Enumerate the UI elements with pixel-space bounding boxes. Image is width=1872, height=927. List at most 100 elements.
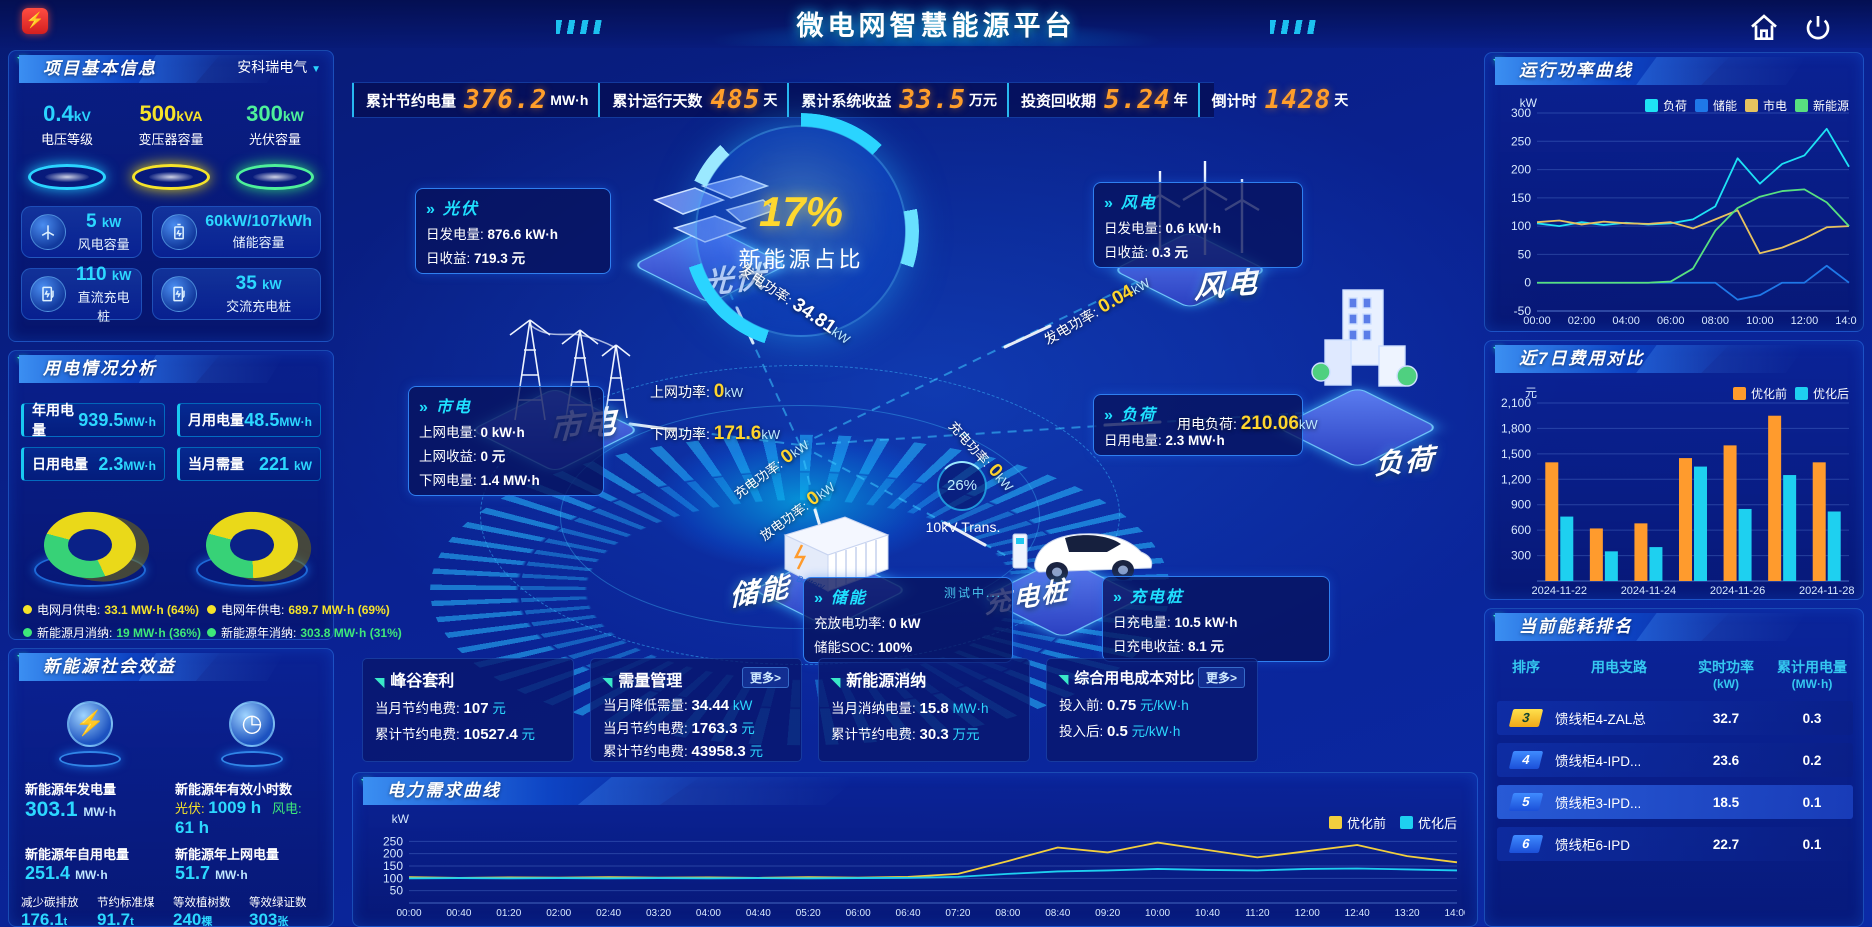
legend-item: 新能源 <box>1794 97 1849 114</box>
clock-icon: ◷ <box>229 701 275 747</box>
kpi-payback: 投资回收期 5.24 年 <box>1007 83 1198 117</box>
svg-text:08:40: 08:40 <box>1045 908 1070 919</box>
power-icon[interactable] <box>1802 12 1834 44</box>
chevron-icon: » <box>814 590 825 607</box>
transformer-load-gauge: 26% <box>937 461 987 511</box>
dc-charger-chip: 110 kW 直流充电桩 <box>21 264 143 324</box>
svg-text:kW: kW <box>1520 97 1538 110</box>
legend-item: 市电 <box>1744 97 1787 114</box>
svg-text:50: 50 <box>390 884 404 898</box>
panel-title: 近7日费用对比 <box>1519 349 1645 368</box>
chevron-icon: » <box>419 399 430 416</box>
svg-text:50: 50 <box>1518 247 1532 261</box>
svg-text:250: 250 <box>383 834 403 848</box>
home-icon[interactable] <box>1748 12 1780 44</box>
benefit-eco-values: 减少碳排放 176.1t 节约标准煤 91.7t 等效植树数 240棵 等效绿证数 30… <box>21 897 307 927</box>
svg-text:300: 300 <box>1511 549 1531 563</box>
year-donut-chart <box>192 495 312 588</box>
svg-text:14:00: 14:00 <box>1444 908 1465 919</box>
card-renewable-consumption: ◥ 新能源消纳 当月消纳电量: 15.8 MW·h 累计节约电费: 30.3 万元 <box>818 658 1030 762</box>
chevron-down-icon: ▼ <box>311 64 321 75</box>
corner-icon: ◥ <box>831 675 841 689</box>
pv-capacity: 300kW 光伏容量 <box>225 101 325 190</box>
power-towers-icon <box>480 290 640 430</box>
cost-compare-chart: 2,100 1,800 1,500 1,200 900 600 300 元 2024-11-22… <box>1501 386 1854 597</box>
legend-item: 优化前 <box>1328 813 1386 832</box>
svg-text:-50: -50 <box>1514 304 1532 318</box>
panel-project-info: ◥ 项目基本信息 安科瑞电气 ▼ 0.4kV 电压等级 500kVA 变压器容量… <box>8 50 334 342</box>
legend-swatch <box>1644 99 1658 112</box>
renewable-share-percent: 17% <box>758 188 844 235</box>
more-button[interactable]: 更多> <box>741 667 789 688</box>
rank-badge: 3 <box>1508 709 1544 727</box>
legend-item: 负荷 <box>1644 97 1687 114</box>
glow-ring <box>132 164 210 190</box>
svg-text:0: 0 <box>1524 276 1531 290</box>
pv-info-box: » 光伏 日发电量: 876.6 kW·h 日收益: 719.3 元 <box>415 188 611 274</box>
card-peak-valley: ◥ 峰谷套利 当月节约电费: 107 元 累计节约电费: 10527.4 元 <box>362 658 574 762</box>
panel-energy-ranking: ◥ 当前能耗排名 排序 用电支路 实时功率(kW) 累计用电量(MW·h) 3 … <box>1484 608 1864 927</box>
svg-text:05:20: 05:20 <box>796 908 821 919</box>
company-dropdown[interactable]: 安科瑞电气 ▼ <box>237 59 321 75</box>
panel-title: 当前能耗排名 <box>1519 617 1633 636</box>
legend-item: 优化前 <box>1732 385 1787 402</box>
panel-title: 新能源社会效益 <box>43 657 176 676</box>
svg-text:06:40: 06:40 <box>896 908 921 919</box>
legend-item: 储能 <box>1694 97 1737 114</box>
charger-icon <box>161 276 198 312</box>
cost-compare-legend: 优化前 优化后 <box>1732 385 1849 402</box>
svg-text:2,100: 2,100 <box>1501 396 1531 410</box>
svg-text:07:20: 07:20 <box>945 908 970 919</box>
more-button[interactable]: 更多> <box>1197 667 1245 688</box>
table-row: 4 馈线柜4-IPD... 23.6 0.2 <box>1497 743 1853 777</box>
svg-text:02:40: 02:40 <box>596 908 621 919</box>
glow-ring <box>236 164 314 190</box>
title-decoration <box>556 20 602 34</box>
svg-text:14:00: 14:00 <box>1835 315 1857 327</box>
legend-swatch <box>1732 387 1746 400</box>
demand-legend: 优化前 优化后 <box>1328 813 1457 832</box>
rank-badge: 5 <box>1508 793 1544 811</box>
ranking-table-body: 3 馈线柜4-ZAL总 32.7 0.3 4 馈线柜4-IPD... 23.6 … <box>1485 691 1863 861</box>
usage-value-boxes: 年用电量 939.5MW·h 月用电量 48.5MW·h 日用电量 2.3MW·h 当… <box>9 387 333 481</box>
svg-text:200: 200 <box>1511 163 1531 177</box>
down-power-label: 下网功率: 171.6kW <box>650 423 781 444</box>
legend-swatch <box>1794 99 1808 112</box>
benefit-pedestals: ⚡ ◷ <box>9 685 333 767</box>
svg-text:600: 600 <box>1511 523 1531 537</box>
svg-text:100: 100 <box>1511 219 1531 233</box>
svg-text:200: 200 <box>383 847 403 861</box>
svg-text:00:00: 00:00 <box>396 908 421 919</box>
legend-item: 优化后 <box>1794 385 1849 402</box>
svg-text:1,800: 1,800 <box>1501 421 1531 435</box>
title-band: 微电网智慧能源平台 <box>556 6 1316 46</box>
corner-icon: ◥ <box>1059 672 1069 686</box>
corner-icon: ◥ <box>375 675 385 689</box>
svg-text:250: 250 <box>1511 134 1531 148</box>
kpi-run-days: 累计运行天数 485 天 <box>598 83 787 117</box>
glow-ring <box>28 164 106 190</box>
table-row: 6 馈线柜6-IPD 22.7 0.1 <box>1497 827 1853 861</box>
legend-swatch <box>1399 816 1413 829</box>
capacity-chips: 5 kW 风电容量 60kW/107kWh 储能容量 110 kW 直流充电桩 … <box>9 190 333 324</box>
svg-text:100: 100 <box>383 871 403 885</box>
svg-text:元: 元 <box>1525 387 1537 400</box>
svg-text:04:40: 04:40 <box>746 908 771 919</box>
svg-text:2024-11-28: 2024-11-28 <box>1799 585 1854 597</box>
chevron-icon: » <box>426 201 437 218</box>
svg-text:150: 150 <box>383 859 403 873</box>
kpi-saved-energy: 累计节约电量 376.2 MW·h <box>352 83 598 117</box>
chevron-icon: » <box>1113 589 1124 606</box>
panel-title: 运行功率曲线 <box>1519 61 1633 80</box>
table-row: 5 馈线柜3-IPD... 18.5 0.1 <box>1497 785 1853 819</box>
card-demand-management: ◥ 需量管理 更多> 当月降低需量: 34.44 kW 当月节约电费: 1763.… <box>590 658 802 762</box>
kpi-stats-bar: 累计节约电量 376.2 MW·h 累计运行天数 485 天 累计系统收益 33… <box>352 82 1348 118</box>
table-row: 3 馈线柜4-ZAL总 32.7 0.3 <box>1497 701 1853 735</box>
svg-text:09:20: 09:20 <box>1095 908 1120 919</box>
transformer-label: 10kV Trans. <box>925 519 1001 535</box>
chevron-icon: » <box>1104 195 1115 212</box>
